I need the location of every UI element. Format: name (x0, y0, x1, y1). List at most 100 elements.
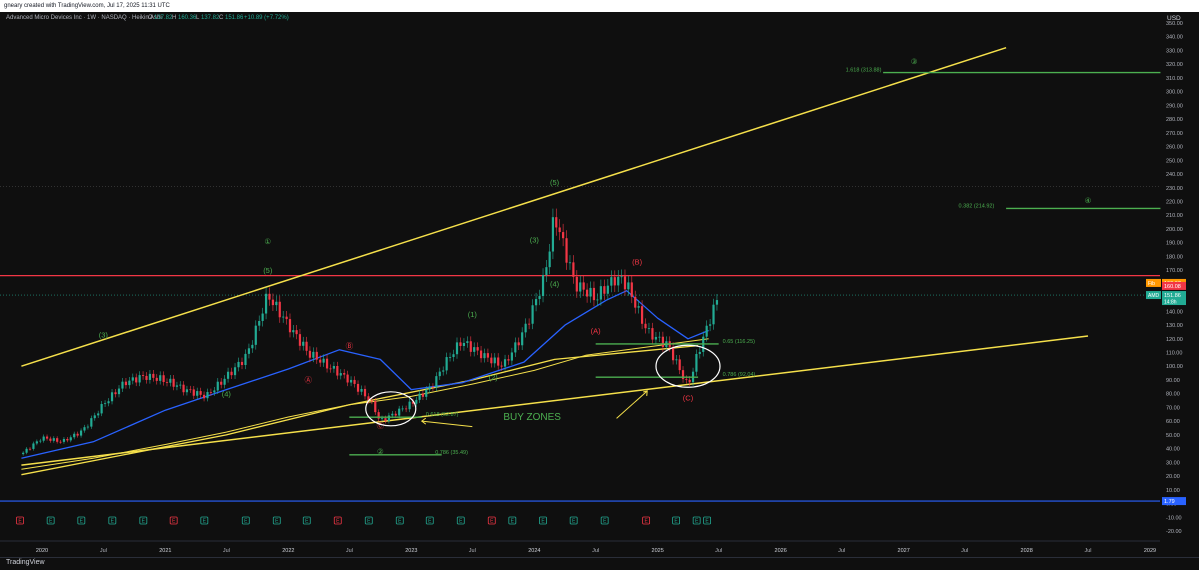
earnings-marker[interactable] (539, 516, 547, 525)
earnings-marker[interactable] (642, 516, 651, 525)
earnings-marker-text: E (490, 519, 494, 525)
price-badge-tag (1146, 291, 1161, 300)
earnings-marker[interactable] (425, 516, 434, 525)
earnings-marker[interactable] (302, 516, 311, 525)
y-tick-label: 140.00 (1166, 309, 1183, 315)
candle-body (292, 330, 295, 333)
candle-body (282, 316, 285, 318)
chart-svg[interactable]: Advanced Micro Devices Inc · 1W · NASDAQ… (0, 12, 1199, 557)
ohlc-change: +10.89 (+7.72%) (244, 15, 289, 21)
earnings-marker[interactable] (508, 516, 517, 525)
y-tick-label: 220.00 (1166, 199, 1183, 205)
price-badge (1162, 497, 1186, 506)
wave-label-green: ④ (1085, 196, 1092, 205)
candle-body (493, 357, 496, 364)
earnings-marker[interactable] (16, 516, 24, 525)
earnings-marker[interactable] (672, 516, 681, 525)
candle-body (62, 438, 66, 442)
earnings-marker-text: E (367, 519, 371, 525)
fib-level-label: 0.618 (62.87) (426, 412, 459, 418)
candle-body (469, 341, 472, 352)
candle-body (442, 370, 445, 372)
candle-body (305, 341, 308, 351)
candle-body (110, 392, 114, 402)
candle-body (28, 448, 32, 450)
candle-body (592, 287, 596, 301)
buy-zone-arrowhead (643, 390, 648, 397)
earnings-marker[interactable] (139, 516, 148, 525)
ohlc-close: 151.86 (225, 15, 244, 21)
candle-body (585, 289, 589, 297)
y-tick-label: 310.00 (1166, 76, 1183, 82)
candle-body (172, 378, 175, 387)
currency-label: USD (1167, 15, 1181, 22)
earnings-marker[interactable] (46, 516, 55, 525)
candle-body (298, 334, 302, 346)
earnings-marker-text: E (398, 519, 402, 525)
candle-body (69, 437, 72, 441)
earnings-marker[interactable] (487, 516, 496, 525)
earnings-marker[interactable] (456, 516, 465, 525)
price-badge-sub: 14:8h (1164, 300, 1177, 306)
candle-body (380, 418, 384, 419)
x-tick-label: 2027 (898, 548, 910, 554)
x-tick-label: 2020 (36, 548, 48, 554)
candle-body (332, 366, 336, 369)
channel-upper-line (21, 46, 1007, 367)
y-tick-label: 250.00 (1166, 158, 1183, 164)
earnings-marker[interactable] (395, 516, 404, 525)
earnings-marker[interactable] (241, 516, 250, 525)
earnings-marker[interactable] (272, 516, 281, 525)
chart-legend: Advanced Micro Devices Inc · 1W · NASDAQ… (6, 15, 289, 21)
price-badge-value: 151.86 (1164, 293, 1181, 299)
candle-body (52, 438, 55, 441)
candle-body (315, 351, 318, 360)
candle-body (497, 357, 500, 366)
earnings-marker[interactable] (169, 516, 178, 525)
x-tick-label: 2029 (1144, 548, 1156, 554)
candle-body (473, 347, 476, 352)
candle-body (339, 373, 342, 376)
earnings-marker[interactable] (364, 516, 373, 525)
candle-body (681, 370, 685, 380)
candle-body (408, 401, 411, 410)
candle-body (192, 389, 195, 396)
candle-body (103, 403, 107, 405)
candle-body (613, 277, 616, 286)
earnings-marker[interactable] (333, 516, 342, 525)
price-badge-tag-text: Fib (1148, 281, 1155, 287)
candle-body (288, 319, 292, 333)
earnings-marker[interactable] (77, 516, 86, 525)
y-tick-label: 130.00 (1166, 323, 1183, 329)
y-tick-label: 70.00 (1166, 405, 1180, 411)
candle-body (712, 304, 715, 325)
candle-body (86, 426, 90, 428)
candle-body (22, 452, 25, 455)
candle-body (568, 262, 572, 264)
candle-body (76, 433, 79, 436)
earnings-marker[interactable] (692, 516, 701, 525)
candle-body (220, 381, 223, 385)
y-tick-label: 10.00 (1166, 488, 1180, 494)
candle-body (155, 377, 158, 381)
candle-body (233, 367, 237, 376)
earnings-marker[interactable] (703, 516, 712, 525)
candle-body (514, 342, 517, 353)
candle-body (634, 296, 637, 308)
earnings-marker[interactable] (569, 516, 578, 525)
candle-body (521, 332, 524, 346)
y-tick-label: 240.00 (1166, 172, 1183, 178)
earnings-marker[interactable] (200, 516, 209, 525)
earnings-marker[interactable] (108, 516, 117, 525)
candle-body (425, 389, 428, 397)
candle-body (562, 232, 565, 239)
chart-area[interactable]: Advanced Micro Devices Inc · 1W · NASDAQ… (0, 12, 1199, 557)
earnings-marker-text: E (572, 519, 576, 525)
candle-body (688, 379, 691, 383)
earnings-marker-text: E (142, 519, 146, 525)
earnings-marker[interactable] (600, 516, 609, 525)
y-tick-label: 300.00 (1166, 90, 1183, 96)
candle-body (131, 377, 134, 381)
earnings-marker-text: E (305, 519, 309, 525)
buy-zones-label: BUY ZONES (503, 412, 561, 423)
